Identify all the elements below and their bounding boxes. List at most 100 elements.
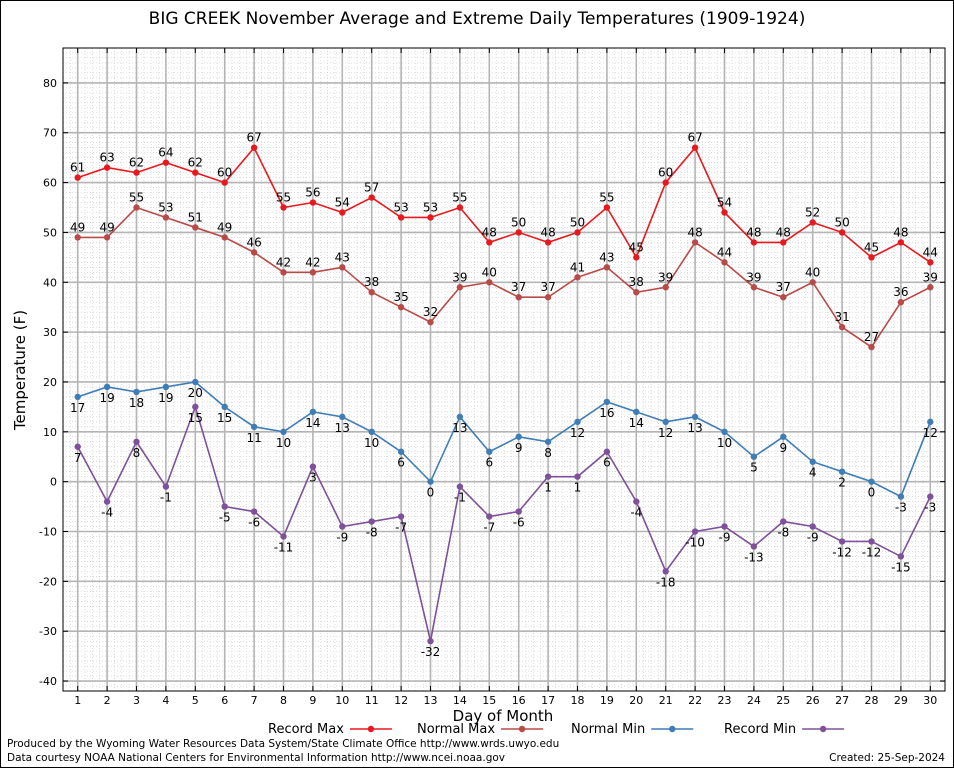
legend-swatch-marker — [518, 725, 526, 733]
data-point — [574, 229, 581, 236]
data-point — [309, 269, 317, 276]
data-point — [544, 239, 552, 246]
data-point — [133, 438, 140, 445]
data-point — [515, 229, 522, 236]
data-point — [309, 463, 317, 470]
y-tick-label: 10 — [43, 426, 57, 439]
data-point — [721, 209, 728, 216]
data-point — [103, 234, 111, 241]
data-label: 18 — [129, 396, 144, 410]
data-label: -32 — [421, 645, 441, 659]
data-label: 12 — [570, 426, 585, 440]
data-point — [368, 428, 375, 436]
data-point — [250, 144, 258, 151]
data-point — [397, 448, 405, 455]
x-axis-label: Day of Month — [453, 707, 554, 725]
data-label: -5 — [219, 511, 231, 525]
data-point — [927, 493, 934, 500]
data-point — [838, 538, 846, 545]
y-tick-label: 80 — [43, 77, 57, 90]
data-point — [633, 289, 640, 296]
y-tick-label: 70 — [43, 127, 57, 140]
data-point — [721, 523, 728, 530]
data-label: -9 — [336, 531, 348, 545]
data-label: -8 — [777, 526, 789, 540]
x-tick-label: 22 — [688, 694, 702, 707]
data-label: -1 — [454, 491, 466, 505]
data-label: 4 — [809, 466, 817, 480]
data-point — [427, 214, 434, 221]
data-label: 19 — [158, 391, 173, 405]
x-tick-label: 8 — [280, 694, 287, 707]
data-point — [74, 234, 81, 241]
x-tick-label: 24 — [747, 694, 761, 707]
data-label: 57 — [364, 181, 379, 195]
data-point — [486, 448, 493, 455]
data-label: 43 — [599, 250, 614, 264]
data-label: 55 — [599, 191, 614, 205]
data-label: 6 — [397, 456, 405, 470]
data-label: -6 — [513, 516, 525, 530]
x-tick-label: 2 — [104, 694, 111, 707]
series-record-max: 61 63 62 64 62 60 67 55 56 54 57 53 53 55 48 50 48 50 55 45… — [70, 131, 938, 266]
data-point — [897, 239, 905, 246]
data-label: 45 — [864, 240, 879, 254]
data-point — [339, 209, 346, 216]
x-tick-label: 16 — [512, 694, 526, 707]
data-label: 48 — [776, 225, 791, 239]
data-label: 0 — [427, 486, 435, 500]
data-point — [897, 493, 905, 500]
y-axis-label: Temperature (F) — [11, 310, 29, 431]
data-label: -11 — [274, 540, 294, 554]
x-tick-label: 18 — [571, 694, 585, 707]
data-point — [397, 513, 405, 520]
data-label: -12 — [832, 545, 852, 559]
series-line — [77, 206, 931, 349]
footer-credit-line-2: Data courtesy NOAA National Centers for … — [7, 752, 506, 764]
data-point — [721, 259, 728, 266]
data-label: 39 — [923, 270, 938, 284]
data-point — [868, 254, 875, 261]
data-label: 0 — [868, 486, 876, 500]
data-label: 40 — [482, 265, 497, 279]
data-label: -13 — [744, 550, 764, 564]
data-label: 5 — [750, 461, 758, 475]
legend-label: Normal Min — [571, 722, 645, 737]
data-point — [309, 408, 317, 416]
data-point — [809, 219, 816, 226]
x-tick-label: 6 — [221, 694, 228, 707]
data-label: 44 — [717, 245, 732, 259]
data-label: -8 — [366, 526, 378, 540]
data-point — [780, 518, 787, 525]
data-label: 38 — [629, 275, 644, 289]
data-label: 39 — [746, 270, 761, 284]
data-point — [603, 448, 611, 455]
data-label: 54 — [717, 195, 732, 209]
data-label: 12 — [658, 426, 673, 440]
data-point — [838, 229, 846, 236]
data-point — [221, 503, 228, 510]
data-label: 9 — [515, 441, 523, 455]
data-point — [574, 274, 581, 281]
data-label: 8 — [133, 446, 141, 460]
data-point — [750, 543, 758, 550]
data-point — [691, 413, 699, 421]
data-point — [427, 318, 434, 326]
data-label: 45 — [629, 240, 644, 254]
data-point — [838, 323, 846, 331]
data-label: 48 — [687, 225, 702, 239]
data-label: 46 — [246, 235, 261, 249]
data-point — [280, 428, 287, 436]
data-point — [662, 284, 669, 291]
legend-item-normal-min: Normal Min — [571, 722, 694, 737]
data-label: 49 — [70, 220, 85, 234]
legend-swatch-marker — [669, 725, 676, 733]
data-label: 41 — [570, 260, 585, 274]
data-label: -4 — [630, 506, 642, 520]
x-tick-label: 9 — [309, 694, 316, 707]
series-record-min: 7-48-115-5 -6-113-9 -8 -7-32-1-7 -61 16-4-18-… — [74, 403, 936, 659]
data-label: 64 — [158, 146, 173, 160]
data-point — [103, 498, 111, 505]
